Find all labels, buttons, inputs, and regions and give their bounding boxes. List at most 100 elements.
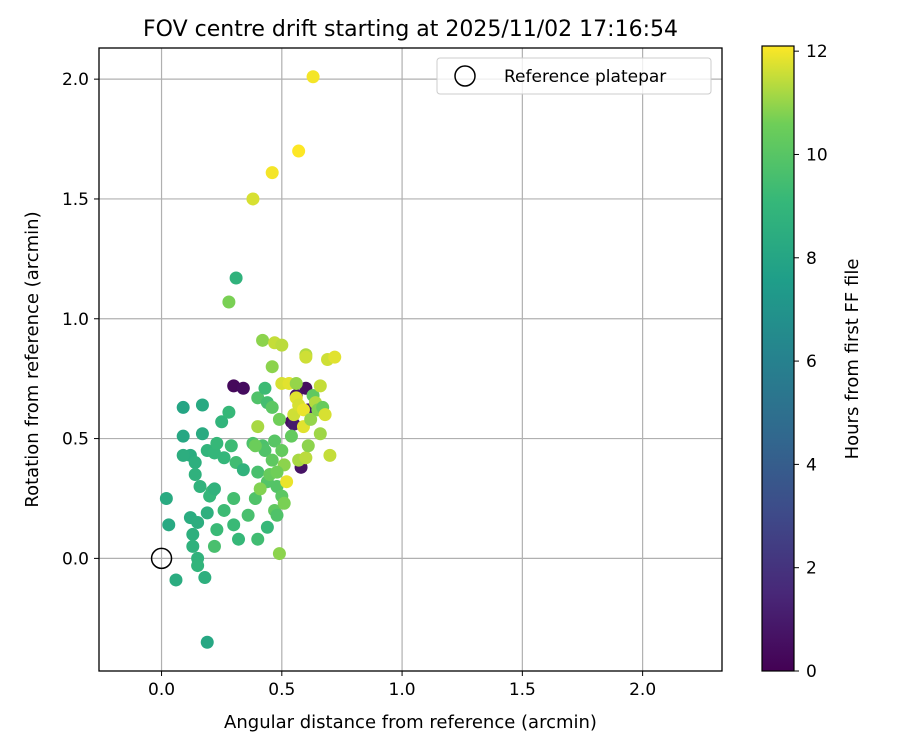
y-tick-label: 0.5 <box>62 430 89 450</box>
y-tick-label: 1.5 <box>62 190 89 210</box>
colorbar-tick-label: 10 <box>806 145 828 165</box>
data-point <box>207 539 221 553</box>
data-point <box>222 295 236 309</box>
data-point <box>162 518 176 532</box>
legend: Reference platepar <box>436 57 712 95</box>
colorbar-ticks: 0 2 4 6 8 10 12 <box>794 42 828 682</box>
data-point <box>229 271 243 285</box>
data-point <box>227 491 241 505</box>
data-point <box>210 523 224 537</box>
data-point <box>296 403 310 417</box>
reference-platepar-marker <box>150 547 173 570</box>
data-point <box>299 451 313 465</box>
colorbar-tick-label: 12 <box>806 42 828 62</box>
data-point <box>268 434 282 448</box>
data-point <box>176 400 190 414</box>
plot-area <box>99 48 722 671</box>
y-tick-label: 0.0 <box>62 549 89 569</box>
data-point <box>280 475 294 489</box>
data-point <box>318 408 332 422</box>
legend-marker-circle-icon <box>454 65 476 87</box>
data-point <box>272 547 286 561</box>
reference-point-group <box>150 547 173 570</box>
data-point <box>176 448 190 462</box>
data-point <box>270 465 284 479</box>
data-point <box>186 539 200 553</box>
data-point <box>224 439 238 453</box>
data-point <box>258 381 272 395</box>
data-point <box>292 144 306 158</box>
y-axis-ticks: 0.0 0.5 1.0 1.5 2.0 <box>62 70 99 569</box>
legend-box <box>436 57 712 95</box>
data-point <box>289 376 303 390</box>
data-point <box>253 482 267 496</box>
data-point <box>277 496 291 510</box>
data-point <box>328 350 342 364</box>
data-point <box>323 448 337 462</box>
data-point <box>270 479 284 493</box>
data-point <box>232 532 246 546</box>
x-axis-ticks: 0.0 0.5 1.0 1.5 2.0 <box>148 671 656 700</box>
data-point <box>210 436 224 450</box>
colorbar-tick-label: 8 <box>806 249 817 269</box>
data-point <box>217 451 231 465</box>
data-point <box>251 391 265 405</box>
data-point <box>215 415 229 429</box>
data-point <box>265 166 279 180</box>
y-axis-label: Rotation from reference (arcmin) <box>22 211 43 507</box>
data-point <box>200 635 214 649</box>
colorbar-tick-label: 4 <box>806 455 817 475</box>
data-point <box>236 463 250 477</box>
data-point <box>169 573 183 587</box>
scatter-points <box>159 70 342 649</box>
data-point <box>200 506 214 520</box>
data-point <box>313 379 327 393</box>
y-tick-label: 1.0 <box>62 310 89 330</box>
data-point <box>275 338 289 352</box>
data-point <box>195 398 209 412</box>
data-point <box>265 360 279 374</box>
data-point <box>287 408 301 422</box>
data-point <box>306 70 320 84</box>
colorbar-tick-label: 2 <box>806 559 817 579</box>
plot-frame <box>98 47 723 672</box>
data-point <box>251 532 265 546</box>
colorbar <box>761 45 795 672</box>
data-point <box>159 491 173 505</box>
data-point <box>246 192 260 206</box>
data-point <box>251 465 265 479</box>
x-tick-label: 2.0 <box>629 680 656 700</box>
data-point <box>265 400 279 414</box>
x-tick-label: 0.0 <box>148 680 175 700</box>
x-tick-label: 0.5 <box>268 680 295 700</box>
data-point <box>222 405 236 419</box>
data-point <box>248 439 262 453</box>
data-point <box>258 444 272 458</box>
x-tick-label: 1.5 <box>509 680 536 700</box>
data-point <box>198 571 212 585</box>
data-point <box>284 429 298 443</box>
data-point <box>188 456 202 470</box>
data-point <box>176 429 190 443</box>
data-point <box>256 333 270 347</box>
x-axis-label: Angular distance from reference (arcmin) <box>224 712 597 733</box>
data-point <box>260 520 274 534</box>
data-point <box>191 515 205 529</box>
x-tick-label: 1.0 <box>389 680 416 700</box>
data-point <box>304 412 318 426</box>
data-point <box>217 503 231 517</box>
data-point <box>191 559 205 573</box>
data-point <box>186 527 200 541</box>
data-point <box>236 381 250 395</box>
data-point <box>272 412 286 426</box>
y-tick-label: 2.0 <box>62 70 89 90</box>
data-point <box>270 508 284 522</box>
data-point <box>251 420 265 434</box>
data-point <box>193 479 207 493</box>
data-point <box>265 453 279 467</box>
legend-entry-reference-platepar: Reference platepar <box>504 67 666 87</box>
chart-title: FOV centre drift starting at 2025/11/02 … <box>143 17 678 42</box>
data-point <box>313 427 327 441</box>
colorbar-label: Hours from first FF file <box>842 259 863 460</box>
